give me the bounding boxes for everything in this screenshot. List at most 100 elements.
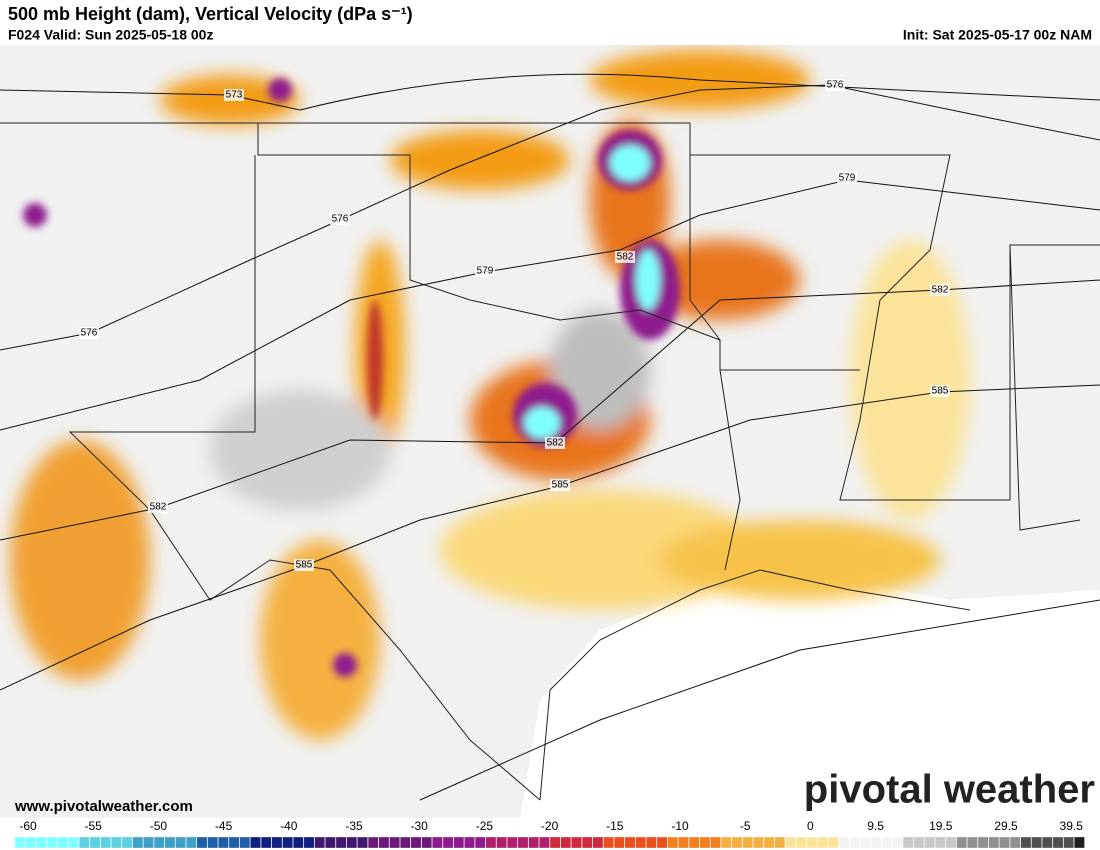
colorbar-cell (881, 836, 893, 849)
colorbar-cell (539, 836, 550, 849)
website: www.pivotalweather.com (14, 798, 193, 815)
contour-label: 582 (932, 285, 949, 296)
colorbar-cell (763, 836, 775, 849)
colorbar-cell (688, 836, 700, 849)
contour-label-bg (550, 479, 570, 491)
colorbar-cell (667, 836, 679, 849)
colorbar-cell (111, 836, 122, 849)
colorbar-cell (432, 836, 443, 849)
colorbar-cell (485, 836, 497, 849)
colorbar-cell (421, 836, 432, 849)
colorbar-cell (507, 836, 518, 849)
colorbar-label: -60 (19, 819, 37, 833)
colorbar-label: -15 (606, 819, 624, 833)
colorbar-label: -20 (541, 819, 559, 833)
colorbar-cell (186, 836, 197, 849)
contour-label: 576 (827, 80, 844, 91)
colorbar-cell (303, 836, 315, 849)
colorbar-cell (699, 836, 711, 849)
colorbar-cell (860, 836, 871, 849)
colorbar-cell (956, 836, 967, 849)
colorbar-label: 29.5 (994, 819, 1018, 833)
colorbar-cell (1031, 836, 1042, 849)
contour-label: 576 (332, 214, 349, 225)
colorbar-cell (14, 836, 26, 849)
colorbar-cell (57, 836, 69, 849)
colorbar: -60 -55 -50 -45 -40 -35 -30 -25 -20 -15 -10 -5 0 9.5 1… (14, 819, 1085, 849)
colorbar-cell (624, 836, 636, 849)
colorbar-cell (945, 836, 957, 849)
colorbar-label: 19.5 (929, 819, 953, 833)
colorbar-cell (967, 836, 978, 849)
colorbar-cell (79, 836, 90, 849)
contour-label-bg (837, 172, 857, 184)
contour-label-bg (79, 327, 99, 339)
colorbar-cell (400, 836, 411, 849)
colorbar-cell (710, 836, 721, 849)
colorbar-cell (571, 836, 582, 849)
colorbar-cell (175, 836, 186, 849)
colorbar-cell (196, 836, 208, 849)
velocity-core (23, 78, 680, 677)
contour-label: 579 (477, 266, 494, 277)
contour-label: 573 (226, 90, 243, 101)
colorbar-cell (528, 836, 539, 849)
colorbar-cell (977, 836, 989, 849)
colorbar-cell (581, 836, 593, 849)
colorbar-label: -10 (671, 819, 689, 833)
colorbar-label: -25 (476, 819, 494, 833)
colorbar-cell (260, 836, 272, 849)
velocity-field (10, 50, 970, 740)
colorbar-cell (410, 836, 422, 849)
init-time: Init: Sat 2025-05-17 00z NAM (903, 27, 1092, 43)
colorbar-cell (646, 836, 657, 849)
colorbar-cell (774, 836, 786, 849)
colorbar-cell (828, 836, 839, 849)
contour-label-bg (475, 265, 495, 277)
colorbar-cell (464, 836, 475, 849)
colorbar-cell (999, 836, 1010, 849)
contour-label-bg (615, 251, 635, 263)
colorbar-cell (335, 836, 347, 849)
colorbar-cell (474, 836, 486, 849)
colorbar-cell (806, 836, 818, 849)
colorbar-cell (496, 836, 507, 849)
colorbar-cell (721, 836, 732, 849)
colorbar-cell (892, 836, 903, 849)
colorbar-cell (1052, 836, 1064, 849)
colorbar-cell (924, 836, 935, 849)
contour-label: 585 (932, 386, 949, 397)
colorbar-cell (592, 836, 604, 849)
colorbar-cell (89, 836, 101, 849)
colorbar-cell (988, 836, 1000, 849)
colorbar-cell (346, 836, 358, 849)
colorbar-label: -50 (150, 819, 168, 833)
colorbar-cell (25, 836, 37, 849)
colorbar-cell (1020, 836, 1032, 849)
colorbar-cell (325, 836, 336, 849)
colorbar-cell (785, 836, 796, 849)
colorbar-cell (678, 836, 689, 849)
colorbar-cell (100, 836, 111, 849)
contour-label-bg (545, 437, 565, 449)
colorbar-cell (68, 836, 79, 849)
map: 573 576 576 579 579 576 582 582 585 582 585 582 585 (0, 45, 1100, 818)
colorbar-cell (453, 836, 465, 849)
colorbar-cell (153, 836, 165, 849)
colorbar-cell (549, 836, 561, 849)
colorbar-cell (838, 836, 850, 849)
colorbar-cell (656, 836, 668, 849)
colorbar-cell (282, 836, 293, 849)
contour-labels: 573 576 576 579 579 576 582 582 585 582 585 582 585 (79, 79, 950, 571)
colorbar-cell (143, 836, 154, 849)
colorbar-cell (250, 836, 261, 849)
colorbar-label: -55 (85, 819, 103, 833)
boundaries (0, 122, 1100, 801)
gulf (520, 575, 1100, 818)
colorbar-cell (935, 836, 946, 849)
colorbar-cell (389, 836, 400, 849)
colorbar-cell (314, 836, 325, 849)
colorbar-label: -35 (345, 819, 363, 833)
colorbar-cell (603, 836, 614, 849)
